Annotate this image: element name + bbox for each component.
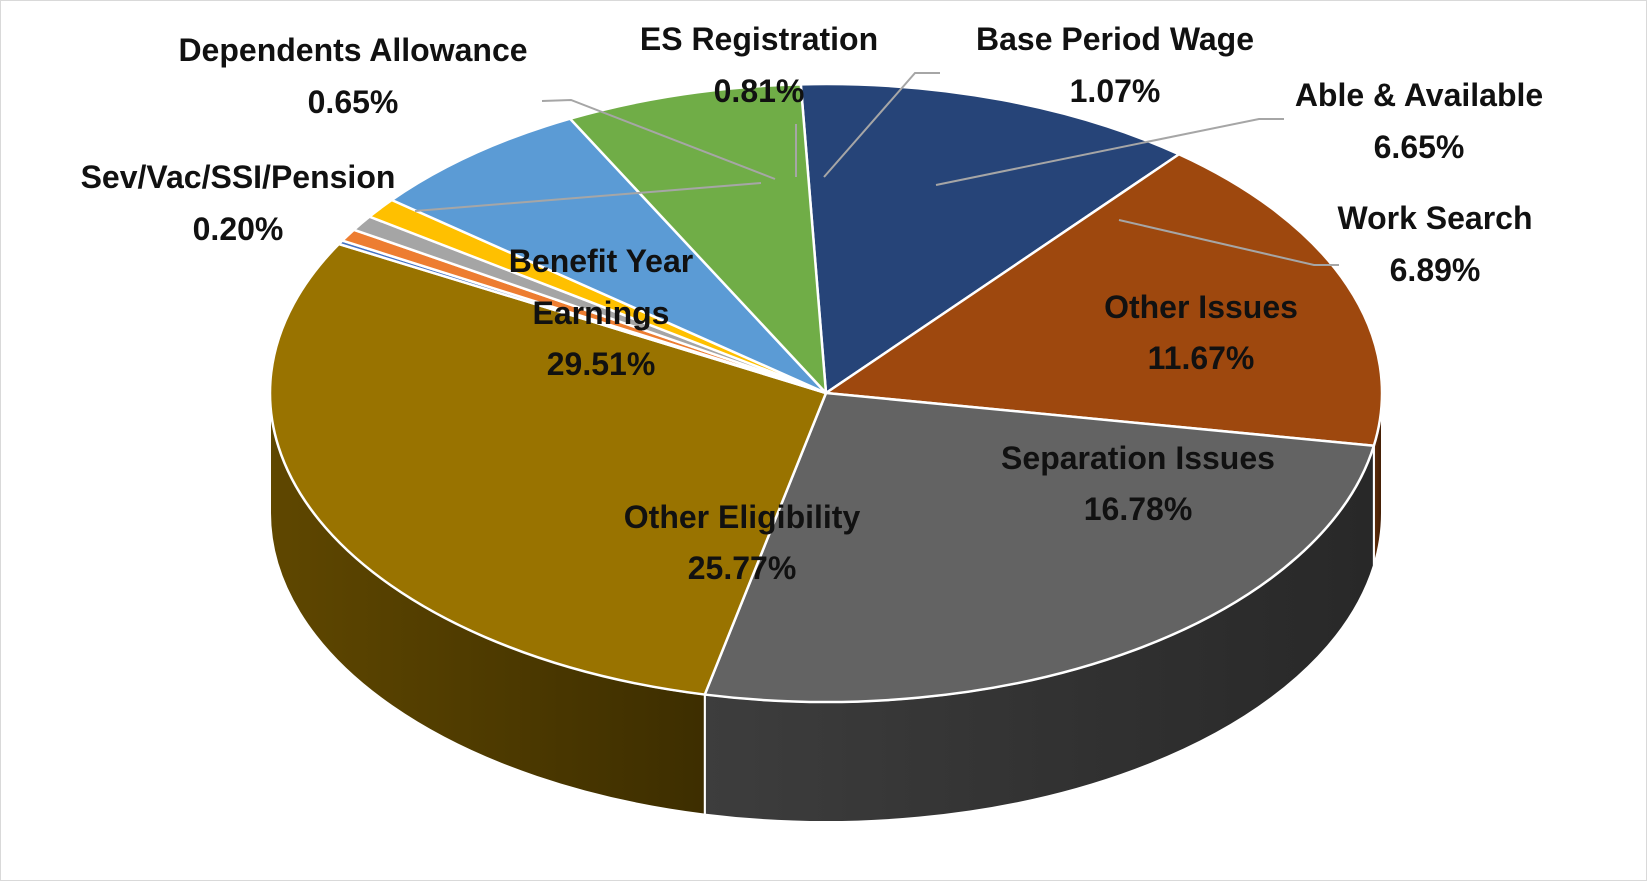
- label-able-available: Able & Available: [1295, 77, 1543, 113]
- label-separation-issues: Separation Issues: [1001, 440, 1275, 476]
- value-label-es-registration: 0.81%: [714, 73, 805, 109]
- value-label-other-issues: 11.67%: [1148, 340, 1255, 376]
- label-work-search: Work Search: [1337, 200, 1532, 236]
- slice-work-search[interactable]: [568, 83, 828, 395]
- slice-other-issues[interactable]: [799, 82, 1181, 395]
- label-base-period-wage: Base Period Wage: [976, 21, 1254, 57]
- leader-line-base-period-wage: [823, 72, 940, 178]
- value-label-other-eligibility: 25.77%: [688, 550, 797, 586]
- leader-line-dependents-allowance: [541, 98, 776, 180]
- leader-lines: [414, 72, 1339, 266]
- slice-labels: Other Issues 11.67% Separation Issues 16.78…: [81, 21, 1544, 586]
- value-label-benefit-year-earnings: 29.51%: [547, 346, 656, 382]
- value-label-sev-vac-ssi-pension: 0.20%: [193, 211, 284, 247]
- value-label-separation-issues: 16.78%: [1084, 491, 1193, 527]
- leader-line-sev-vac-ssi-pension: [414, 182, 762, 212]
- value-label-able-available: 6.65%: [1374, 129, 1465, 165]
- pie-slices: [268, 82, 1384, 704]
- leader-line-work-search: [1118, 219, 1339, 266]
- label-dependents-allowance: Dependents Allowance: [178, 32, 527, 68]
- value-label-dependents-allowance: 0.65%: [308, 84, 399, 120]
- value-label-work-search: 6.89%: [1390, 252, 1481, 288]
- slice-other-eligibility[interactable]: [703, 391, 1376, 704]
- slice-separation-issues[interactable]: [824, 153, 1384, 447]
- label-other-issues: Other Issues: [1104, 289, 1298, 325]
- leader-line-able-available: [935, 118, 1284, 186]
- slice-benefit-year-earnings[interactable]: [268, 242, 828, 696]
- label-sev-vac-ssi-pension: Sev/Vac/SSI/Pension: [81, 159, 396, 195]
- label-other-eligibility: Other Eligibility: [624, 499, 861, 535]
- label-benefit-year-earnings: Benefit Year Earnings: [509, 243, 693, 331]
- label-es-registration: ES Registration: [640, 21, 878, 57]
- value-label-base-period-wage: 1.07%: [1070, 73, 1161, 109]
- slice-able-available[interactable]: [390, 117, 828, 395]
